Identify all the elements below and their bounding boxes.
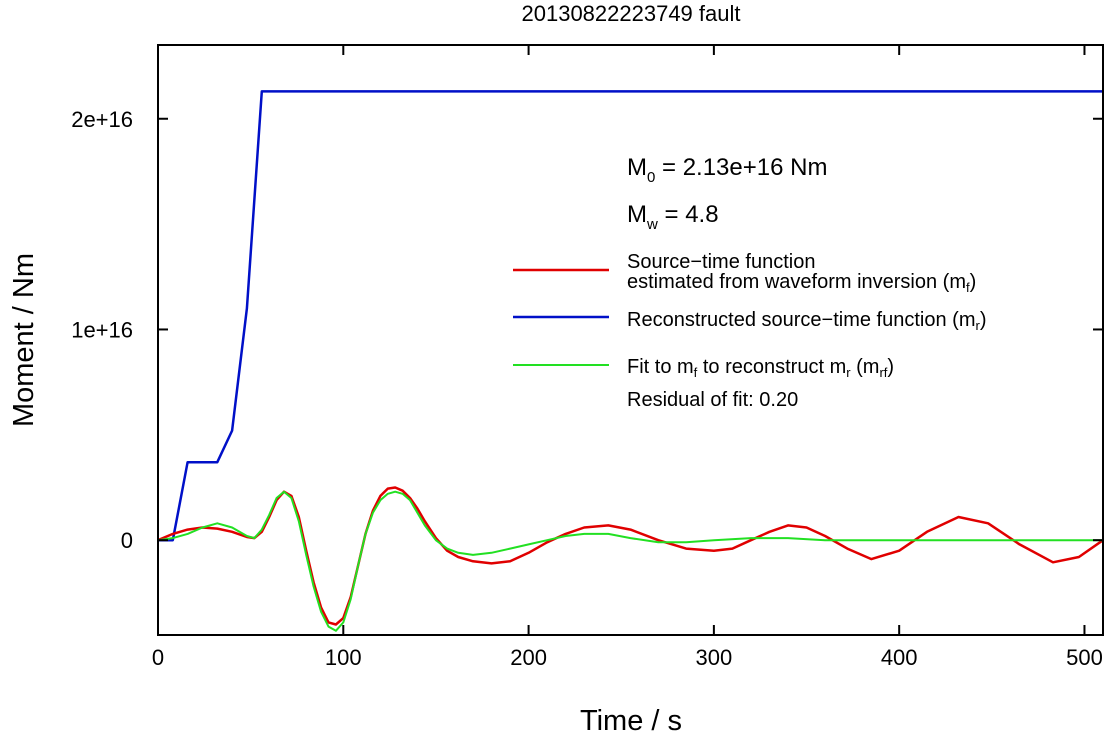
series-line-1 [157,486,1104,626]
plot-frame [157,44,1104,636]
series-layer [157,90,1104,632]
series-line-0 [158,90,1103,542]
x-axis-title: Time / s [580,705,682,735]
ticks-layer: 0 100 200 300 400 500 0 1e+16 2e+16 [71,45,1103,670]
chart-title: 20130822223749 fault [522,1,741,26]
x-tick-label: 0 [152,645,164,670]
legend-label-reconstructed: Reconstructed source−time function (mr) [627,309,987,333]
x-tick-label: 100 [325,645,362,670]
x-tick-label: 300 [696,645,733,670]
moment-magnitude-annotation: Mw = 4.8 [627,201,719,233]
legend-label-source-time-function-line2: estimated from waveform inversion (mf) [627,271,976,295]
y-tick-label: 1e+16 [71,317,133,342]
x-tick-label: 500 [1066,645,1103,670]
y-tick-label: 2e+16 [71,107,133,132]
y-axis-title: Moment / Nm [8,253,40,427]
legend-label-fit: Fit to mf to reconstruct mr (mrf) [627,356,894,380]
seismic-moment-annotation: M0 = 2.13e+16 Nm [627,154,827,186]
x-tick-label: 200 [510,645,547,670]
y-tick-label: 0 [121,528,133,553]
residual-annotation: Residual of fit: 0.20 [627,389,798,411]
series-line-2 [157,490,1103,632]
x-tick-label: 400 [881,645,918,670]
legend: Source−time function estimated from wave… [513,251,987,411]
legend-label-source-time-function-line1: Source−time function [627,251,815,273]
annotations: M0 = 2.13e+16 Nm Mw = 4.8 [627,154,827,233]
